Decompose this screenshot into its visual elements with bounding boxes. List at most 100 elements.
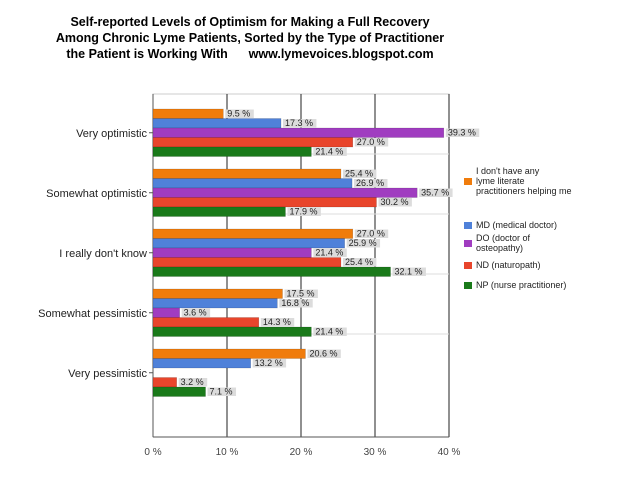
bar: [152, 298, 278, 309]
data-label: 17.3 %: [285, 118, 313, 128]
data-label-bg: [342, 169, 377, 178]
data-label: 17.5 %: [287, 289, 315, 299]
legend-label: I don't have any: [476, 166, 540, 176]
bar: [152, 178, 353, 189]
data-label: 3.6 %: [184, 308, 207, 318]
data-label-bg: [354, 179, 388, 188]
data-label-bg: [392, 267, 426, 276]
data-label-bg: [283, 119, 317, 128]
data-label: 14.3 %: [263, 317, 291, 327]
legend-label: ND (naturopath): [476, 260, 541, 270]
data-label: 13.2 %: [255, 358, 283, 368]
bar: [152, 108, 224, 119]
bar: [152, 257, 342, 268]
bar: [152, 187, 418, 198]
data-label-bg: [419, 188, 453, 197]
legend-label: practitioners helping me: [476, 186, 572, 196]
data-label-bg: [260, 318, 295, 327]
x-tick-label: 10 %: [216, 447, 239, 458]
data-label: 21.4 %: [315, 147, 343, 157]
chart-title: Self-reported Levels of Optimism for Mak…: [40, 14, 460, 62]
data-label-bg: [178, 378, 208, 387]
data-label: 25.4 %: [345, 169, 373, 179]
legend-swatch: [464, 222, 472, 229]
data-label: 21.4 %: [315, 248, 343, 258]
bar: [152, 118, 282, 129]
data-label-bg: [207, 387, 237, 396]
data-label: 17.9 %: [289, 207, 317, 217]
legend-label: MD (medical doctor): [476, 220, 557, 230]
data-label: 26.9 %: [356, 178, 384, 188]
x-tick-label: 20 %: [290, 447, 313, 458]
data-label-bg: [279, 299, 313, 308]
data-label-bg: [252, 359, 287, 368]
legend-label: DO (doctor of: [476, 233, 531, 243]
data-label-bg: [313, 327, 347, 336]
data-label-bg: [346, 239, 381, 248]
data-label-bg: [287, 207, 321, 216]
chart-title-line-2: Among Chronic Lyme Patients, Sorted by t…: [55, 31, 445, 45]
category-label: Somewhat pessimistic: [38, 308, 147, 320]
bar: [152, 386, 206, 397]
bar: [152, 307, 180, 318]
data-label: 25.4 %: [345, 257, 373, 267]
data-label-bg: [225, 109, 254, 118]
bar: [152, 206, 286, 217]
data-label-bg: [307, 349, 341, 358]
legend-swatch: [464, 178, 472, 185]
data-label-bg: [445, 128, 480, 137]
category-label: I really don't know: [59, 248, 147, 260]
bar: [152, 377, 177, 388]
bar: [152, 288, 283, 299]
data-label-bg: [313, 248, 347, 257]
data-label: 35.7 %: [421, 188, 449, 198]
axes: 0 % 10 % 20 % 30 % 40 % Very optimistic Somewh…: [38, 128, 460, 458]
x-tick-label: 40 %: [438, 447, 461, 458]
x-tick-label: 0 %: [144, 447, 161, 458]
data-label: 9.5 %: [227, 109, 250, 119]
data-label: 21.4 %: [315, 327, 343, 337]
bar: [152, 146, 312, 157]
data-label-bg: [284, 289, 318, 298]
data-label-bg: [354, 138, 389, 147]
category-label: Very optimistic: [76, 128, 147, 140]
data-label-bg: [181, 308, 211, 317]
bar: [152, 266, 391, 277]
data-label-bg: [354, 229, 389, 238]
chart-title-line-1: Self-reported Levels of Optimism for Mak…: [70, 15, 430, 29]
bars: 9.5 %17.3 %39.3 %27.0 %21.4 %25.4 %26.9 …: [152, 108, 480, 397]
data-label-bg: [313, 147, 347, 156]
bar: [152, 326, 312, 337]
data-label: 3.2 %: [181, 377, 204, 387]
data-label: 32.1 %: [395, 267, 423, 277]
bar: [152, 317, 260, 328]
data-label: 27.0 %: [357, 137, 385, 147]
bar: [152, 247, 312, 258]
data-label-bg: [378, 198, 412, 207]
legend-label: lyme literate: [476, 176, 525, 186]
category-label: Very pessimistic: [68, 368, 147, 380]
bar: [152, 228, 354, 239]
legend-swatch: [464, 282, 472, 289]
data-label: 27.0 %: [357, 229, 385, 239]
data-label: 25.9 %: [349, 238, 377, 248]
data-label-bg: [342, 258, 377, 267]
legend-swatch: [464, 240, 472, 247]
data-label: 7.1 %: [210, 387, 233, 397]
legend-label: NP (nurse practitioner): [476, 280, 566, 290]
bar: [152, 358, 251, 369]
category-label: Somewhat optimistic: [46, 188, 147, 200]
bar: [152, 168, 342, 179]
bar: [152, 197, 377, 208]
data-label: 16.8 %: [281, 298, 309, 308]
data-label: 39.3 %: [448, 128, 476, 138]
bar: [152, 127, 445, 138]
legend-label: osteopathy): [476, 243, 523, 253]
x-tick-label: 30 %: [364, 447, 387, 458]
chart-title-line-3: the Patient is Working With www.lymevoic…: [66, 47, 434, 61]
data-label: 20.6 %: [309, 349, 337, 359]
legend-swatch: [464, 262, 472, 269]
data-label: 30.2 %: [380, 197, 408, 207]
